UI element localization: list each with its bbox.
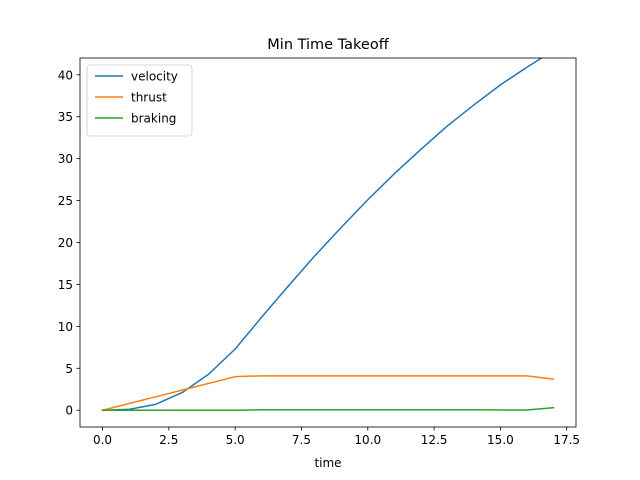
series-line-thrust <box>101 375 555 412</box>
y-tick-label: 10 <box>58 320 73 334</box>
legend-label-thrust: thrust <box>131 91 167 105</box>
y-tick-label: 5 <box>65 362 73 376</box>
chart-title: Min Time Takeoff <box>267 37 389 53</box>
x-tick-label: 7.5 <box>292 433 311 447</box>
y-tick-label: 35 <box>58 110 73 124</box>
x-tick-label: 2.5 <box>159 433 178 447</box>
x-tick-label: 5.0 <box>226 433 245 447</box>
x-tick-label: 17.5 <box>553 433 580 447</box>
y-tick-label: 20 <box>58 236 73 250</box>
x-tick-label: 12.5 <box>421 433 448 447</box>
series-line-velocity <box>101 58 543 412</box>
x-tick-label: 0.0 <box>93 433 112 447</box>
x-axis: 0.0 2.5 5.0 7.5 10.0 12.5 15.0 17.5 <box>93 427 580 447</box>
series-layer <box>101 58 555 412</box>
series-line-braking <box>101 406 555 411</box>
y-tick-label: 15 <box>58 278 73 292</box>
x-tick-label: 15.0 <box>487 433 514 447</box>
legend-label-velocity: velocity <box>131 70 178 84</box>
y-tick-label: 0 <box>65 404 73 418</box>
y-tick-label: 40 <box>58 68 73 82</box>
x-tick-label: 10.0 <box>354 433 381 447</box>
legend-label-braking: braking <box>131 112 176 126</box>
y-tick-label: 25 <box>58 194 73 208</box>
legend: velocity thrust braking <box>86 64 193 137</box>
y-axis: 0 5 10 15 20 25 30 35 40 <box>58 68 80 418</box>
y-tick-label: 30 <box>58 152 73 166</box>
x-axis-label: time <box>314 456 341 470</box>
